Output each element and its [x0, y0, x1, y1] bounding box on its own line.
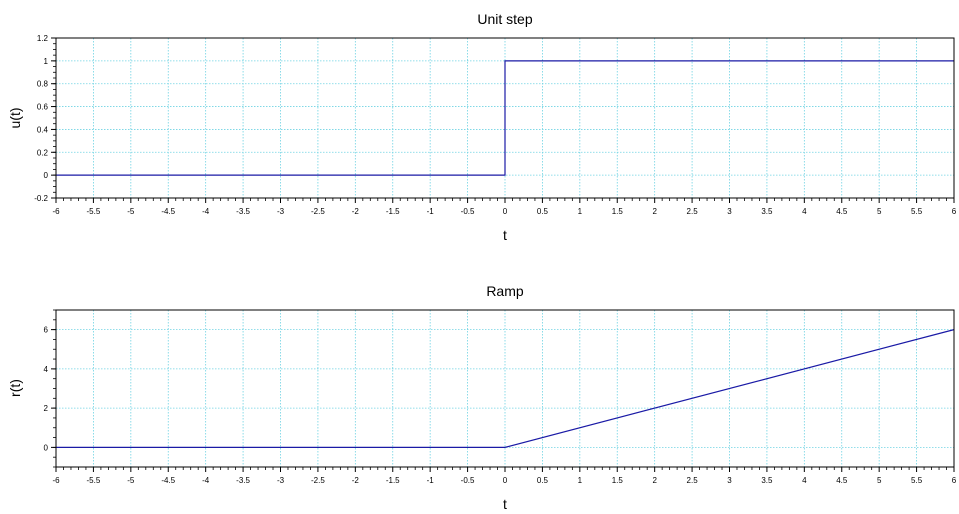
x-tick-label: 3 — [727, 207, 732, 216]
y-tick-label: 0.4 — [37, 125, 49, 134]
x-tick-label: 5 — [877, 207, 882, 216]
x-tick-label: 6 — [952, 207, 957, 216]
y-tick-label: 1 — [44, 57, 49, 66]
x-tick-label: -6 — [52, 476, 60, 485]
ramp-axes-frame — [55, 309, 955, 468]
series-line — [56, 329, 955, 448]
x-tick-label: -4.5 — [161, 207, 175, 216]
ramp-ticks: -6 -5.5 -5 -4.5 -4 -3.5 -3 -2.5 -2 -1.5 -1 -0.5 0 0.5… — [44, 309, 957, 485]
y-tick-label: 4 — [44, 365, 49, 374]
x-tick-label: -5.5 — [87, 476, 101, 485]
y-tick-label: 0 — [44, 443, 49, 452]
y-tick-label: -0.2 — [34, 194, 48, 203]
x-tick-label: -3.5 — [236, 476, 250, 485]
y-tick-label: 0.6 — [37, 103, 49, 112]
series-line — [56, 60, 954, 176]
x-tick-label: -2.5 — [311, 476, 325, 485]
x-tick-label: 6 — [952, 476, 957, 485]
unit-step-series — [56, 60, 954, 176]
x-tick-label: -1 — [427, 207, 435, 216]
x-tick-label: 2 — [652, 476, 657, 485]
y-tick-label: 0 — [44, 171, 49, 180]
x-tick-label: 1 — [578, 476, 583, 485]
y-tick-label: 2 — [44, 404, 49, 413]
ramp-xlabel: t — [503, 496, 507, 512]
x-tick-label: 0 — [503, 476, 508, 485]
x-tick-label: -3.5 — [236, 207, 250, 216]
x-tick-label: 3.5 — [761, 207, 773, 216]
ramp-title: Ramp — [486, 283, 524, 299]
x-tick-label: -6 — [52, 207, 60, 216]
x-tick-label: 2.5 — [687, 207, 699, 216]
ramp-ylabel: r(t) — [7, 379, 23, 397]
x-tick-label: -1 — [427, 476, 435, 485]
x-tick-label: -4.5 — [161, 476, 175, 485]
x-tick-label: -2 — [352, 207, 360, 216]
x-tick-label: -1.5 — [386, 476, 400, 485]
x-tick-label: 0.5 — [537, 207, 549, 216]
x-tick-label: -2 — [352, 476, 360, 485]
x-tick-label: -1.5 — [386, 207, 400, 216]
x-tick-label: -4 — [202, 476, 210, 485]
x-tick-label: 5.5 — [911, 207, 923, 216]
y-tick-label: 6 — [44, 326, 49, 335]
x-tick-label: 5 — [877, 476, 882, 485]
x-tick-label: 1.5 — [612, 207, 624, 216]
x-tick-label: -4 — [202, 207, 210, 216]
x-tick-label: -0.5 — [461, 476, 475, 485]
x-tick-label: -0.5 — [461, 207, 475, 216]
ramp-series — [56, 329, 955, 448]
x-tick-label: 0.5 — [537, 476, 549, 485]
ramp-grid — [55, 310, 955, 467]
x-tick-label: 4 — [802, 207, 807, 216]
x-tick-label: 2.5 — [687, 476, 699, 485]
x-tick-label: -3 — [277, 476, 285, 485]
unit-step-plot: Unit step u(t) t -6 -5.5 -5 -4.5 -4 -3.5 -3 -2.… — [7, 11, 957, 243]
x-tick-label: 4.5 — [836, 207, 848, 216]
x-tick-label: -5 — [127, 207, 135, 216]
x-tick-label: 5.5 — [911, 476, 923, 485]
x-tick-label: 3.5 — [761, 476, 773, 485]
x-tick-label: -5.5 — [87, 207, 101, 216]
unit-step-ylabel: u(t) — [7, 108, 23, 129]
y-tick-label: 0.2 — [37, 148, 49, 157]
x-tick-label: 1.5 — [612, 476, 624, 485]
x-tick-label: 4.5 — [836, 476, 848, 485]
x-tick-label: 1 — [578, 207, 583, 216]
unit-step-title: Unit step — [477, 11, 532, 27]
x-tick-label: 0 — [503, 207, 508, 216]
unit-step-axes-frame — [55, 37, 955, 199]
unit-step-xlabel: t — [503, 227, 507, 243]
y-tick-label: 0.8 — [37, 80, 49, 89]
x-tick-label: 2 — [652, 207, 657, 216]
x-tick-label: 3 — [727, 476, 732, 485]
x-tick-label: 4 — [802, 476, 807, 485]
x-tick-label: -2.5 — [311, 207, 325, 216]
ramp-plot: Ramp r(t) t -6 -5.5 -5 -4.5 -4 -3.5 -3 -2.5 -2 -1… — [7, 283, 957, 512]
x-tick-label: -3 — [277, 207, 285, 216]
x-tick-label: -5 — [127, 476, 135, 485]
y-tick-label: 1.2 — [37, 34, 49, 43]
